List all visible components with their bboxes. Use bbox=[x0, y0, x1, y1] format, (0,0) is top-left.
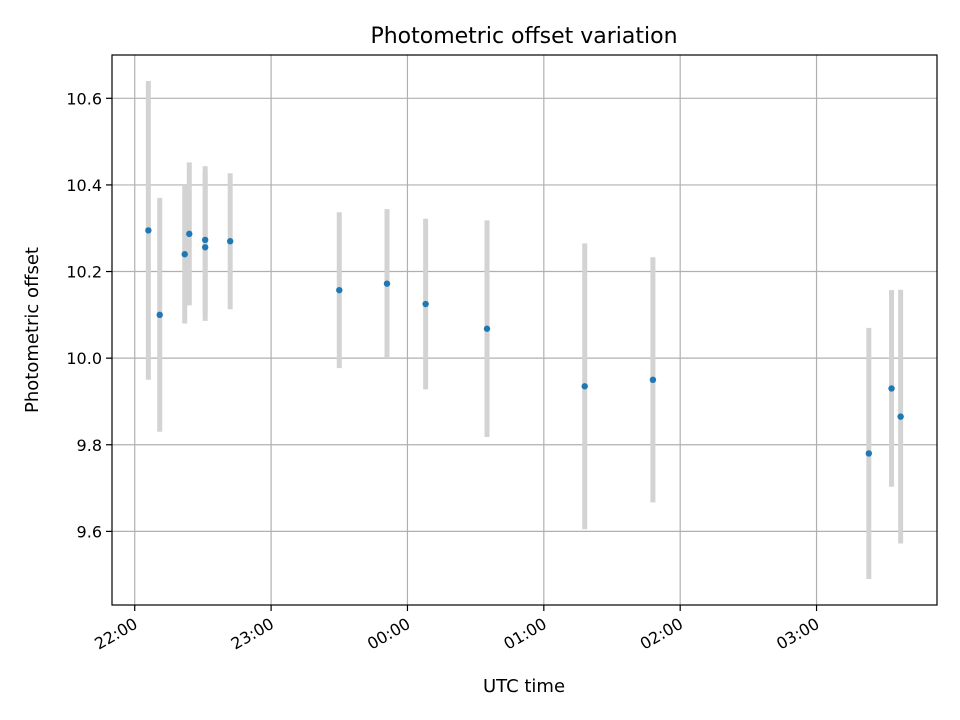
x-tick-label: 00:00 bbox=[364, 614, 413, 654]
data-point bbox=[201, 244, 209, 251]
x-axis-label: UTC time bbox=[483, 676, 565, 697]
y-tick-label: 10.6 bbox=[66, 89, 102, 108]
data-point bbox=[422, 300, 429, 308]
y-tick-label: 9.8 bbox=[77, 436, 102, 455]
data-point bbox=[336, 286, 343, 294]
y-tick-label: 10.0 bbox=[66, 349, 102, 368]
data-point bbox=[483, 325, 491, 332]
y-tick-label: 10.4 bbox=[66, 176, 102, 195]
grid-layer bbox=[112, 55, 937, 605]
data-point bbox=[581, 383, 588, 390]
y-axis-label: Photometric offset bbox=[22, 247, 43, 413]
data-point bbox=[226, 238, 234, 245]
data-point bbox=[156, 311, 163, 319]
tick-layer: 22:00 23:00 00:00 01:00 02:00 03:00 9.6 9.8 10.0… bbox=[66, 89, 822, 653]
chart-title: Photometric offset variation bbox=[370, 24, 677, 49]
y-tick-label: 9.6 bbox=[77, 522, 102, 541]
data-point bbox=[888, 385, 895, 392]
data-point bbox=[865, 450, 873, 457]
data-point bbox=[186, 230, 193, 238]
x-tick-label: 03:00 bbox=[773, 614, 822, 654]
data-point-layer bbox=[145, 227, 904, 457]
plot-frame bbox=[111, 54, 938, 606]
data-point bbox=[649, 376, 657, 384]
x-tick-label: 01:00 bbox=[500, 614, 549, 654]
x-tick-label: 22:00 bbox=[91, 614, 140, 654]
data-point bbox=[181, 251, 188, 258]
x-tick-label: 02:00 bbox=[637, 614, 686, 654]
errorbar-layer bbox=[145, 80, 904, 580]
data-point bbox=[897, 413, 904, 420]
data-point bbox=[145, 227, 152, 234]
x-tick-label: 23:00 bbox=[228, 614, 277, 654]
y-tick-label: 10.2 bbox=[66, 263, 102, 282]
data-point bbox=[201, 236, 209, 244]
data-point bbox=[383, 280, 391, 287]
